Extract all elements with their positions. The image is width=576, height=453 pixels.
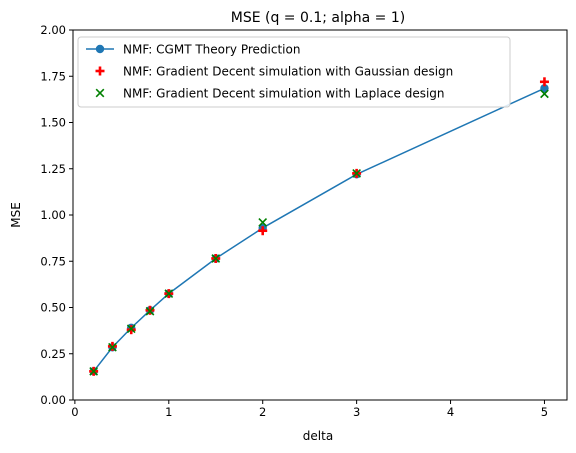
y-tick-label: 1.50	[40, 116, 66, 130]
theory-point	[540, 84, 549, 93]
x-marker	[258, 218, 268, 227]
x-tick-label: 4	[447, 405, 454, 419]
x-tick-label: 1	[165, 405, 172, 419]
plus-marker	[95, 66, 105, 76]
y-tick-label: 1.75	[40, 69, 66, 83]
theory-line	[93, 87, 545, 372]
legend-label: NMF: Gradient Decent simulation with Lap…	[123, 87, 445, 101]
legend: NMF: CGMT Theory Prediction NMF: Gradient…	[77, 36, 511, 108]
axes: 0 1 2 3 4 5 0.00 0.25 0.50 0.75 1.00 1.25 1.50 1.75 2.…	[40, 23, 568, 419]
x-marker	[126, 324, 136, 334]
y-tick-label: 1.00	[40, 208, 66, 222]
y-tick-label: 2.00	[40, 23, 66, 37]
legend-circle-marker	[95, 44, 105, 54]
y-tick-label: 0.75	[40, 254, 66, 268]
x-marker	[108, 342, 117, 352]
x-marker	[145, 306, 155, 316]
plus-marker	[539, 77, 549, 87]
x-tick-label: 2	[259, 405, 266, 419]
legend-label: NMF: CGMT Theory Prediction	[123, 43, 300, 57]
x-tick-label: 3	[353, 405, 360, 419]
x-marker	[352, 169, 361, 178]
x-marker	[211, 254, 221, 263]
x-axis-label: delta	[303, 429, 333, 443]
x-tick-label: 5	[541, 405, 548, 419]
y-axis-label: MSE	[9, 202, 23, 228]
x-marker	[540, 89, 549, 99]
y-tick-label: 1.25	[40, 162, 66, 176]
y-tick-label: 0.00	[40, 393, 66, 407]
legend-label: NMF: Gradient Decent simulation with Gau…	[123, 65, 453, 79]
x-marker	[164, 289, 174, 298]
x-marker	[95, 88, 105, 98]
chart-title: MSE (q = 0.1; alpha = 1)	[231, 10, 405, 26]
legend-box	[77, 36, 511, 108]
y-tick-label: 0.50	[40, 301, 66, 315]
plus-marker	[258, 226, 268, 236]
plot-data	[89, 77, 549, 376]
y-tick-label: 0.25	[40, 347, 66, 361]
x-tick-label: 0	[71, 405, 78, 419]
x-marker	[89, 366, 99, 376]
